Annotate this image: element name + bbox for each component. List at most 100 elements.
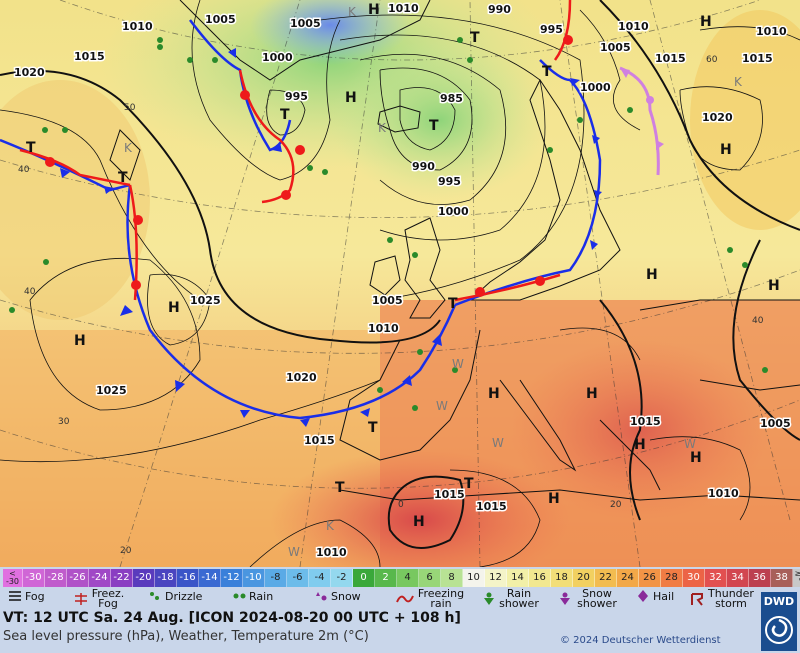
low-pressure-label: T	[368, 420, 378, 436]
scale-cell: -26	[67, 569, 89, 587]
cold-front-norway	[539, 59, 571, 82]
legend-snow-label: Snow	[331, 589, 361, 603]
pressure-label: 1005	[372, 294, 403, 307]
legend-fog: Fog	[8, 589, 45, 603]
scale-cell: 4	[397, 569, 419, 587]
pressure-label: 1015	[630, 415, 661, 428]
scale-cell: 20	[573, 569, 595, 587]
low-pressure-label: T	[280, 107, 290, 123]
map-canvas: 1010 1005 1005 1010 990 995 1010 1010 10…	[0, 0, 800, 590]
legend-rain: Rain	[232, 589, 273, 603]
pressure-label: 1000	[580, 81, 611, 94]
pressure-label: 990	[412, 160, 435, 173]
cold-air-marker: K	[348, 5, 357, 19]
rain-shower-icon	[482, 592, 496, 606]
snow-icon	[314, 589, 328, 603]
pressure-label: 1010	[756, 25, 787, 38]
rain-icon	[232, 589, 246, 603]
copyright: © 2024 Deutscher Wetterdienst	[560, 635, 721, 646]
pressure-label: 1015	[434, 488, 465, 501]
legend-panel: < -30 -30 -28 -26 -24 -22 -20 -18 -16 -14 -12 -10 -8…	[0, 567, 800, 653]
pressure-label: 1005	[205, 13, 236, 26]
pressure-label: 1015	[655, 52, 686, 65]
pressure-label: 1010	[368, 322, 399, 335]
legend-freezing-rain: Freezing rain	[396, 587, 465, 610]
scale-cell: ≥40 °C	[793, 569, 800, 587]
pressure-label: 995	[438, 175, 461, 188]
low-pressure-label: T	[542, 64, 552, 80]
scale-cell: -2	[331, 569, 353, 587]
scale-cell: -24	[89, 569, 111, 587]
scale-cell: < -30	[3, 569, 23, 587]
high-pressure-label: H	[488, 386, 500, 402]
warm-air-marker: W	[684, 437, 696, 451]
front-symbols	[45, 35, 664, 427]
warm-air-marker: W	[452, 357, 464, 371]
pressure-label: 995	[285, 90, 308, 103]
graticule	[0, 0, 800, 568]
temperature-label: 30	[58, 417, 70, 427]
scale-cell: 18	[551, 569, 573, 587]
legend-rain-shower-label: Rain shower	[499, 587, 539, 610]
cold-front-scandinavia	[454, 79, 602, 307]
pressure-label: 1015	[476, 500, 507, 513]
scale-cell: 2	[375, 569, 397, 587]
scale-cell: 36	[749, 569, 771, 587]
cold-air-marker: K	[378, 121, 387, 135]
temperature-label: 50	[124, 103, 136, 113]
dwd-logo: DWD	[761, 592, 797, 651]
scale-cell: -8	[265, 569, 287, 587]
legend-freezing-rain-label: Freezing rain	[417, 587, 465, 610]
scale-cell: 8	[441, 569, 463, 587]
low-pressure-label: T	[470, 30, 480, 46]
freezing-rain-icon	[396, 592, 414, 606]
scale-cell: 24	[617, 569, 639, 587]
legend-snow-shower-label: Snow shower	[577, 587, 617, 610]
low-pressure-label: T	[448, 296, 458, 312]
pressure-label: 1020	[286, 371, 317, 384]
cold-air-marker: K	[124, 141, 133, 155]
scale-cell: 32	[705, 569, 727, 587]
low-pressure-label: T	[429, 118, 439, 134]
high-pressure-label: H	[345, 90, 357, 106]
legend-drizzle: Drizzle	[148, 589, 202, 603]
temperature-label: 20	[610, 500, 622, 510]
scale-cell: -22	[111, 569, 133, 587]
legend-thunderstorm-label: Thunder storm	[708, 587, 754, 610]
coastlines	[109, 0, 800, 501]
scale-cell: -4	[309, 569, 331, 587]
scale-cell: 14	[507, 569, 529, 587]
warm-front-west	[19, 148, 131, 187]
temperature-label: 20	[120, 546, 132, 556]
snow-shower-icon	[558, 592, 572, 606]
high-pressure-centers: H H H H H H H H H H H H H H	[74, 2, 780, 530]
pressure-label: 985	[440, 92, 463, 105]
weather-symbols	[9, 37, 768, 411]
scale-cell: -28	[45, 569, 67, 587]
pressure-label: 1005	[760, 417, 791, 430]
high-pressure-label: H	[768, 278, 780, 294]
scale-cell: -16	[177, 569, 199, 587]
high-pressure-label: H	[690, 450, 702, 466]
warm-air-marker: W	[288, 545, 300, 559]
temperature-label: 40	[752, 316, 764, 326]
scale-cell: -20	[133, 569, 155, 587]
scale-cell: 6	[419, 569, 441, 587]
high-pressure-label: H	[646, 267, 658, 283]
pressure-label: 1015	[74, 50, 105, 63]
pressure-label: 1010	[388, 2, 419, 15]
cool-region-iceland	[330, 40, 550, 200]
thunderstorm-icon	[690, 592, 704, 606]
low-pressure-centers: T T T T T T T T T T	[26, 30, 552, 496]
scale-cell: -10	[243, 569, 265, 587]
scale-cell: -18	[155, 569, 177, 587]
cold-region-greenland	[250, 0, 410, 65]
pressure-label: 1000	[438, 205, 469, 218]
legend-snow-shower: Snow shower	[558, 587, 619, 610]
weather-symbol-legend: Fog Freez. Fog Drizzle Rain Snow	[4, 587, 764, 611]
scale-cell: -14	[199, 569, 221, 587]
low-pressure-label: T	[118, 170, 128, 186]
high-pressure-label: H	[168, 300, 180, 316]
high-pressure-label: H	[700, 14, 712, 30]
pressure-label: 1015	[742, 52, 773, 65]
